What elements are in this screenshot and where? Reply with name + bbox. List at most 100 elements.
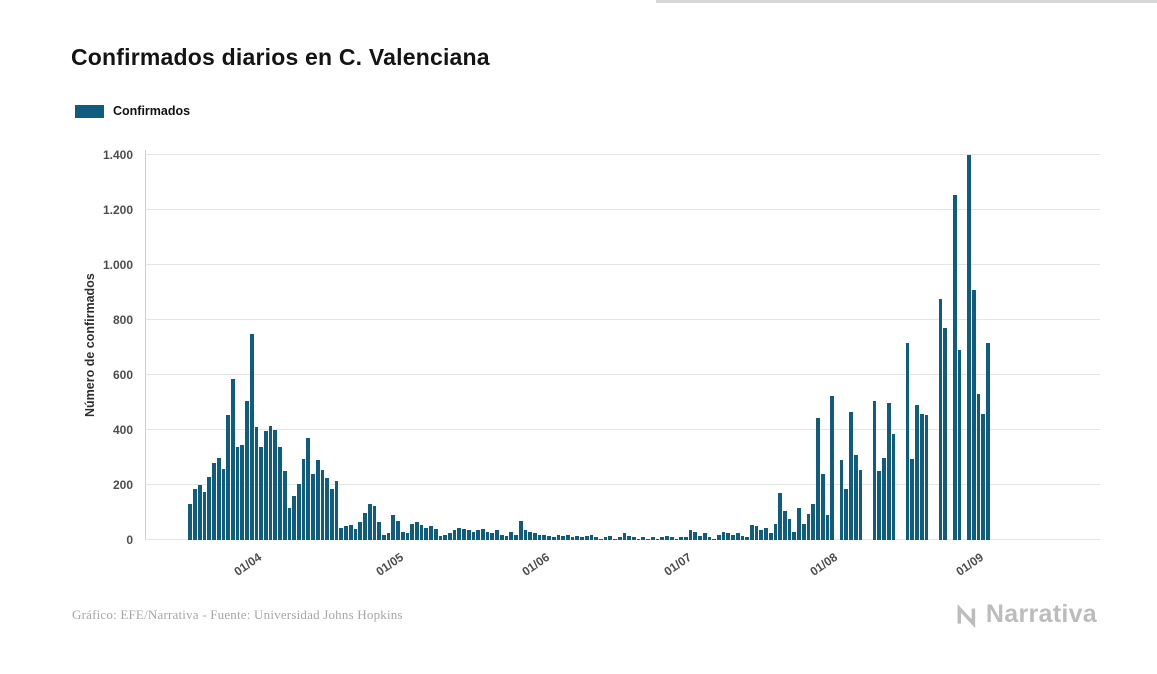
bar-11/04[interactable] (301, 458, 306, 540)
bar-15/05[interactable] (462, 529, 466, 540)
bar-11/08[interactable] (877, 471, 882, 540)
bar-04/07[interactable] (698, 535, 702, 540)
bar-21/07[interactable] (778, 493, 783, 540)
bar-24/07[interactable] (792, 531, 797, 540)
bar-02/07[interactable] (688, 530, 693, 540)
bar-13/07[interactable] (740, 535, 745, 540)
bar-21/08[interactable] (924, 414, 929, 540)
bar-21/05[interactable] (490, 533, 495, 540)
bar-28/08[interactable] (957, 350, 962, 540)
bar-12/05[interactable] (448, 533, 452, 540)
bar-03/06[interactable] (551, 537, 556, 540)
bar-03/08[interactable] (839, 460, 844, 540)
bar-19/07[interactable] (768, 533, 773, 540)
bar-23/05[interactable] (499, 534, 504, 540)
bar-01/09[interactable] (976, 394, 981, 540)
bar-06/07[interactable] (707, 537, 712, 540)
bar-25/08[interactable] (943, 328, 948, 540)
bar-13/06[interactable] (599, 538, 603, 540)
bar-21/04[interactable] (348, 524, 353, 540)
bar-24/08[interactable] (938, 299, 943, 540)
bar-15/04[interactable] (320, 469, 325, 540)
bar-14/07[interactable] (745, 537, 749, 540)
bar-22/06[interactable] (641, 537, 646, 540)
bar-29/04[interactable] (386, 533, 391, 540)
bar-28/05[interactable] (523, 530, 528, 540)
bar-30/05[interactable] (532, 533, 537, 540)
bar-23/07[interactable] (787, 519, 792, 540)
bar-03/09[interactable] (985, 343, 990, 540)
bar-02/04[interactable] (259, 446, 263, 540)
bar-20/03[interactable] (197, 485, 202, 540)
bar-12/06[interactable] (594, 537, 598, 540)
bar-27/07[interactable] (806, 513, 811, 540)
bar-01/08[interactable] (830, 395, 834, 540)
bar-17/05[interactable] (471, 531, 476, 540)
bar-18/05[interactable] (476, 530, 481, 540)
bar-18/03[interactable] (188, 504, 193, 540)
bar-23/04[interactable] (358, 522, 363, 540)
bar-29/06[interactable] (674, 538, 679, 540)
bar-26/06[interactable] (660, 537, 665, 540)
bar-26/07[interactable] (801, 523, 806, 540)
bar-06/05[interactable] (419, 524, 424, 540)
bar-15/07[interactable] (750, 524, 754, 540)
bar-16/04[interactable] (325, 478, 330, 540)
bar-10/06[interactable] (584, 535, 589, 540)
bar-10/07[interactable] (726, 533, 731, 540)
bar-16/05[interactable] (466, 530, 471, 540)
bar-12/07[interactable] (735, 533, 740, 540)
bar-05/07[interactable] (702, 533, 707, 540)
bar-25/06[interactable] (655, 538, 660, 540)
bar-22/04[interactable] (353, 529, 358, 540)
bar-06/06[interactable] (565, 534, 570, 540)
bar-20/04[interactable] (344, 526, 348, 540)
bar-25/05[interactable] (509, 531, 514, 540)
bar-31/03[interactable] (249, 333, 254, 540)
bar-19/03[interactable] (193, 489, 197, 540)
bar-27/04[interactable] (377, 522, 381, 540)
bar-07/06[interactable] (570, 537, 575, 540)
bar-26/05[interactable] (514, 534, 518, 540)
bar-21/06[interactable] (636, 538, 641, 540)
bar-22/03[interactable] (207, 476, 212, 540)
bar-30/03[interactable] (245, 401, 249, 540)
bar-09/04[interactable] (292, 496, 296, 540)
bar-09/06[interactable] (580, 537, 584, 540)
bar-18/07[interactable] (764, 527, 768, 540)
bar-05/05[interactable] (414, 522, 419, 540)
bar-25/07[interactable] (797, 508, 801, 540)
bar-02/06[interactable] (547, 535, 551, 540)
bar-19/05[interactable] (481, 529, 485, 540)
bar-29/05[interactable] (528, 531, 532, 540)
bar-08/04[interactable] (287, 508, 292, 540)
bar-31/07[interactable] (825, 515, 830, 540)
bar-08/06[interactable] (575, 535, 580, 540)
bar-20/05[interactable] (485, 531, 490, 540)
bar-24/06[interactable] (650, 537, 655, 540)
bar-28/07[interactable] (811, 504, 816, 540)
bar-18/08[interactable] (910, 458, 915, 540)
bar-02/09[interactable] (981, 413, 985, 540)
bar-11/05[interactable] (443, 534, 447, 540)
bar-01/04[interactable] (254, 427, 259, 540)
bar-25/04[interactable] (367, 504, 372, 540)
bar-16/07[interactable] (754, 526, 759, 540)
bar-24/05[interactable] (504, 535, 509, 540)
bar-24/03[interactable] (216, 457, 221, 540)
bar-17/08[interactable] (905, 343, 910, 540)
bar-09/07[interactable] (721, 531, 726, 540)
bar-13/08[interactable] (886, 402, 891, 540)
bar-09/05[interactable] (433, 529, 438, 540)
bar-05/06[interactable] (561, 535, 565, 540)
bar-01/07[interactable] (683, 537, 688, 540)
bar-28/06[interactable] (669, 537, 674, 540)
bar-01/05[interactable] (396, 520, 400, 540)
bar-19/04[interactable] (339, 527, 344, 540)
bar-19/06[interactable] (627, 535, 632, 540)
bar-05/04[interactable] (273, 430, 278, 540)
bar-11/07[interactable] (731, 534, 735, 540)
bar-24/04[interactable] (363, 512, 367, 540)
bar-27/05[interactable] (518, 520, 523, 540)
bar-13/04[interactable] (311, 474, 315, 540)
